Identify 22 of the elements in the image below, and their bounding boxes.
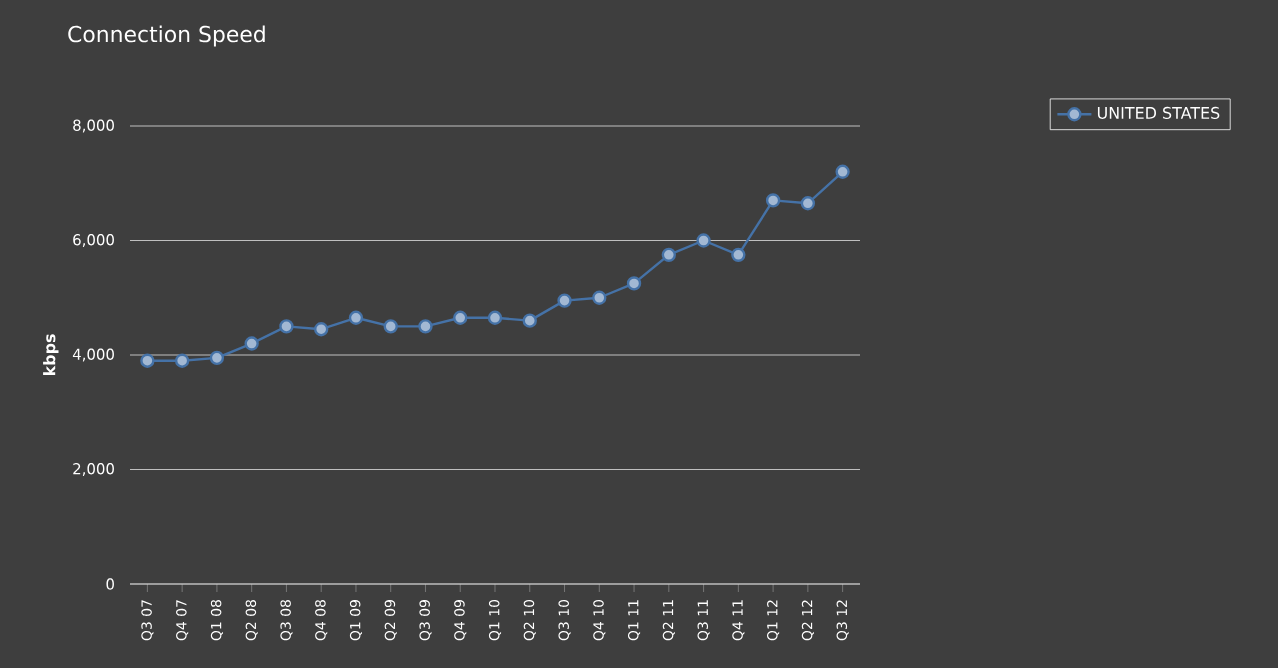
point [453, 310, 468, 325]
point [731, 247, 746, 262]
point [765, 193, 781, 208]
point [314, 322, 329, 337]
point [244, 336, 259, 351]
point [279, 319, 294, 334]
point [800, 196, 816, 211]
point [661, 247, 676, 262]
point [626, 276, 642, 291]
point [383, 319, 398, 334]
point [209, 350, 225, 366]
point [522, 313, 537, 328]
chart-title: Connection Speed [68, 25, 265, 47]
point [592, 290, 607, 305]
point [348, 310, 364, 325]
point [418, 319, 433, 334]
point [835, 164, 850, 179]
point [140, 353, 155, 368]
point [557, 293, 572, 308]
point [174, 353, 190, 368]
point [487, 310, 503, 325]
point [696, 233, 711, 248]
